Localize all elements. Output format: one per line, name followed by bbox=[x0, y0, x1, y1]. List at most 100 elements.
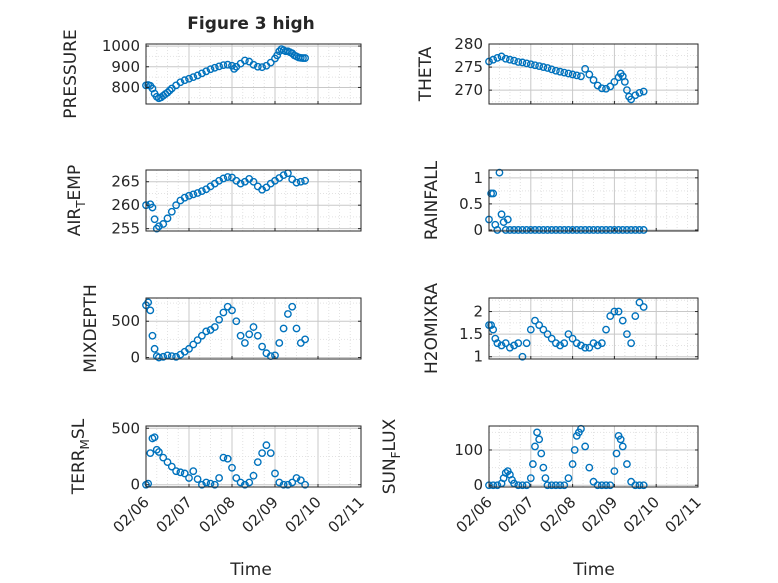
data-point-rainfall bbox=[522, 226, 531, 234]
data-point-terr-msl bbox=[219, 453, 228, 462]
data-point-theta bbox=[543, 64, 552, 72]
data-point-sun-flux bbox=[541, 474, 550, 483]
data-point-h2omixra bbox=[501, 339, 510, 348]
data-point-rainfall bbox=[518, 226, 527, 234]
data-point-rainfall bbox=[564, 226, 573, 234]
data-point-pressure bbox=[180, 76, 189, 85]
data-point-theta bbox=[560, 68, 569, 77]
data-point-sun-flux bbox=[597, 481, 606, 490]
y-axis-label-sun-flux: SUNFLUX bbox=[380, 418, 403, 494]
data-point-mixdepth bbox=[236, 331, 245, 340]
data-point-mixdepth bbox=[240, 339, 249, 347]
data-point-h2omixra bbox=[585, 343, 594, 352]
data-point-theta bbox=[577, 72, 585, 81]
data-point-rainfall bbox=[602, 226, 610, 234]
x-tick-label: 02/08 bbox=[196, 493, 239, 536]
data-point-theta bbox=[564, 69, 573, 78]
data-point-terr-msl bbox=[167, 462, 176, 471]
data-point-sun-flux bbox=[635, 481, 644, 490]
data-point-h2omixra bbox=[606, 312, 615, 320]
data-point-pressure bbox=[258, 63, 266, 72]
axes-box bbox=[145, 169, 362, 232]
data-point-terr-msl bbox=[232, 474, 241, 482]
data-point-h2omixra bbox=[526, 325, 535, 334]
data-point-sun-flux bbox=[522, 481, 531, 490]
data-point-theta bbox=[497, 52, 506, 61]
data-point-terr-msl bbox=[215, 474, 224, 482]
data-point-sun-flux bbox=[581, 442, 590, 451]
data-point-rainfall bbox=[503, 215, 512, 224]
data-point-theta bbox=[522, 59, 531, 68]
data-point-pressure bbox=[249, 60, 258, 69]
data-point-terr-msl bbox=[146, 449, 155, 458]
axes-box bbox=[488, 297, 699, 360]
data-point-rainfall bbox=[547, 226, 556, 234]
data-point-h2omixra bbox=[581, 343, 590, 352]
y-tick-label: 0 bbox=[130, 349, 140, 367]
data-point-theta bbox=[547, 65, 556, 74]
data-point-terr-msl bbox=[185, 474, 193, 482]
axes-box bbox=[145, 297, 362, 360]
x-tick-label: 02/08 bbox=[536, 493, 579, 536]
data-point-h2omixra bbox=[623, 330, 631, 339]
y-tick-label: 260 bbox=[111, 196, 140, 214]
data-point-sun-flux bbox=[526, 474, 535, 483]
data-point-terr-msl bbox=[193, 475, 202, 483]
data-point-mixdepth bbox=[159, 352, 168, 361]
data-point-pressure bbox=[165, 86, 174, 95]
data-point-h2omixra bbox=[522, 339, 531, 348]
data-point-h2omixra bbox=[635, 298, 644, 307]
data-point-sun-flux bbox=[618, 442, 627, 451]
data-point-theta bbox=[627, 95, 636, 104]
y-tick-label: 2 bbox=[473, 303, 483, 321]
data-point-air-temp bbox=[219, 174, 228, 183]
data-point-rainfall bbox=[526, 226, 535, 234]
data-point-air-temp bbox=[148, 203, 157, 212]
data-point-h2omixra bbox=[535, 321, 544, 330]
data-point-rainfall bbox=[556, 226, 564, 234]
data-point-pressure bbox=[189, 73, 198, 82]
data-point-rainfall bbox=[606, 226, 615, 234]
data-point-theta bbox=[489, 55, 498, 64]
data-point-sun-flux bbox=[564, 474, 573, 483]
data-point-sun-flux bbox=[551, 481, 560, 490]
x-tick-label: 02/06 bbox=[453, 493, 496, 536]
data-point-rainfall bbox=[501, 226, 510, 234]
data-point-mixdepth bbox=[219, 308, 228, 317]
data-point-h2omixra bbox=[564, 330, 573, 339]
data-point-rainfall bbox=[495, 168, 504, 177]
data-point-sun-flux bbox=[493, 481, 502, 490]
data-point-rainfall bbox=[597, 226, 606, 234]
data-point-terr-msl bbox=[258, 449, 266, 458]
data-point-mixdepth bbox=[292, 324, 301, 333]
data-point-sun-flux bbox=[612, 449, 621, 458]
y-axis-label-terr-msl: TERRMSL bbox=[69, 418, 92, 495]
data-point-air-temp bbox=[180, 193, 189, 202]
data-point-terr-msl bbox=[210, 480, 219, 489]
data-point-rainfall bbox=[535, 226, 544, 234]
y-tick-label: 1 bbox=[473, 169, 483, 187]
subplot-mixdepth: 0 500 MIXDEPTH bbox=[81, 284, 362, 373]
data-point-rainfall bbox=[572, 226, 581, 234]
data-point-terr-msl bbox=[189, 467, 198, 476]
y-tick-label: 0.5 bbox=[459, 195, 483, 213]
data-point-sun-flux bbox=[616, 435, 625, 444]
x-axis-label-right: Time bbox=[572, 560, 615, 580]
data-point-rainfall bbox=[539, 226, 548, 234]
y-tick-label: 270 bbox=[454, 81, 483, 99]
y-axis-label-rainfall: RAINFALL bbox=[422, 160, 442, 240]
y-axis-label-theta: THETA bbox=[416, 46, 436, 102]
data-point-rainfall bbox=[610, 226, 619, 234]
data-point-pressure bbox=[197, 69, 206, 78]
data-point-theta bbox=[539, 63, 548, 71]
data-point-h2omixra bbox=[602, 325, 610, 334]
x-tick-label: 02/06 bbox=[110, 493, 153, 536]
data-point-terr-msl bbox=[296, 476, 305, 485]
data-point-h2omixra bbox=[531, 316, 539, 325]
data-point-h2omixra bbox=[589, 339, 598, 348]
data-point-theta bbox=[531, 61, 539, 70]
data-point-pressure bbox=[230, 64, 239, 73]
data-point-rainfall bbox=[510, 226, 518, 234]
data-point-rainfall bbox=[627, 226, 636, 234]
